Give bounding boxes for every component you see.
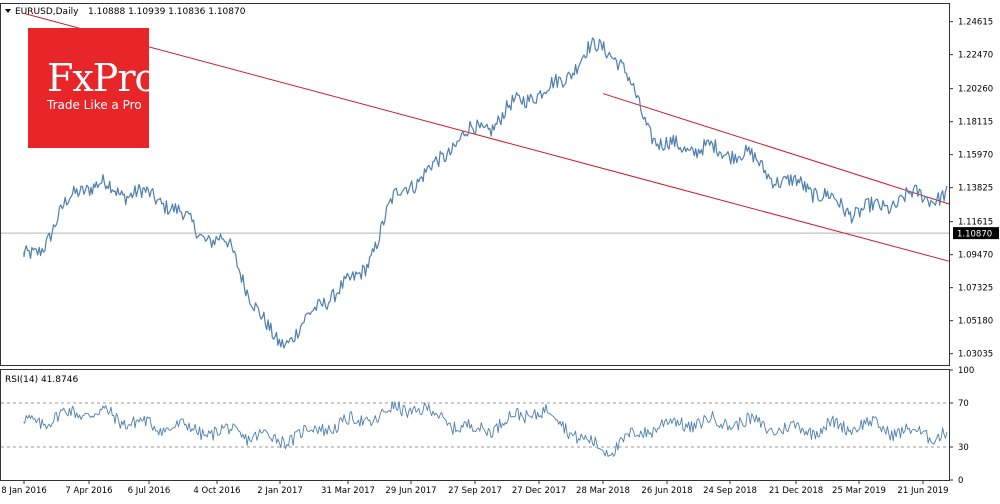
price-series-line: [23, 37, 948, 349]
rsi-y-tick-label: 100: [958, 366, 974, 376]
current-price-box: [953, 227, 999, 240]
x-tick-label: 27 Sep 2017: [448, 486, 502, 496]
price-y-tick-label: 1.05180: [958, 317, 993, 327]
price-y-tick-label: 1.24615: [958, 18, 993, 28]
x-tick-label: 25 Mar 2019: [832, 486, 886, 496]
axis-layer: 1.24615 1.22470 1.20260 1.18115 1.15970 1.138…: [1, 18, 999, 496]
price-layer: [1, 12, 950, 349]
price-y-tick-label: 1.20260: [958, 85, 993, 95]
dropdown-arrow-icon[interactable]: [5, 9, 11, 13]
rsi-layer: [1, 401, 949, 457]
x-tick-label: 31 Mar 2017: [321, 486, 375, 496]
price-y-tick-label: 1.11615: [958, 218, 993, 228]
rsi-panel-frame: [0, 369, 950, 481]
price-y-tick-label: 1.07325: [958, 284, 993, 294]
price-y-tick-label: 1.13825: [958, 184, 993, 194]
x-tick-label: 6 Jul 2016: [128, 486, 171, 496]
symbol-timeframe: EURUSD,Daily: [15, 7, 79, 17]
rsi-series-line: [23, 401, 948, 457]
x-tick-label: 21 Dec 2018: [769, 486, 823, 496]
trendline-2[interactable]: [602, 93, 950, 205]
price-y-tick-label: 1.15970: [958, 151, 993, 161]
price-panel-frame: [0, 3, 950, 366]
x-tick-label: 24 Sep 2018: [703, 486, 757, 496]
x-tick-label: 7 Apr 2016: [65, 486, 112, 496]
logo-tagline: Trade Like a Pro: [47, 98, 142, 112]
fxpro-logo: FxPro Trade Like a Pro: [28, 28, 157, 148]
x-tick-label: 8 Jan 2016: [1, 486, 47, 496]
x-tick-label: 26 Jun 2018: [641, 486, 692, 496]
price-y-tick-label: 1.09470: [958, 251, 993, 261]
rsi-y-tick-label: 30: [958, 443, 969, 453]
current-price-label: 1.10870: [957, 230, 992, 240]
x-tick-label: 27 Dec 2017: [512, 486, 566, 496]
rsi-title: RSI(14) 41.8746: [5, 375, 78, 385]
trendline-1[interactable]: [23, 12, 950, 262]
logo-brand: FxPro: [47, 56, 157, 100]
rsi-y-tick-label: 70: [958, 399, 969, 409]
ohlc-values: 1.10888 1.10939 1.10836 1.10870: [88, 7, 246, 17]
price-y-tick-label: 1.18115: [958, 118, 993, 128]
x-tick-label: 28 Mar 2018: [576, 486, 630, 496]
x-tick-label: 2 Jan 2017: [257, 486, 303, 496]
x-tick-label: 29 Jun 2017: [385, 486, 436, 496]
x-tick-label: 4 Oct 2016: [193, 486, 240, 496]
price-y-tick-label: 1.03035: [958, 350, 993, 360]
x-tick-label: 21 Jun 2019: [897, 486, 948, 496]
rsi-y-tick-label: 0: [958, 476, 963, 486]
price-y-tick-label: 1.22470: [958, 51, 993, 61]
